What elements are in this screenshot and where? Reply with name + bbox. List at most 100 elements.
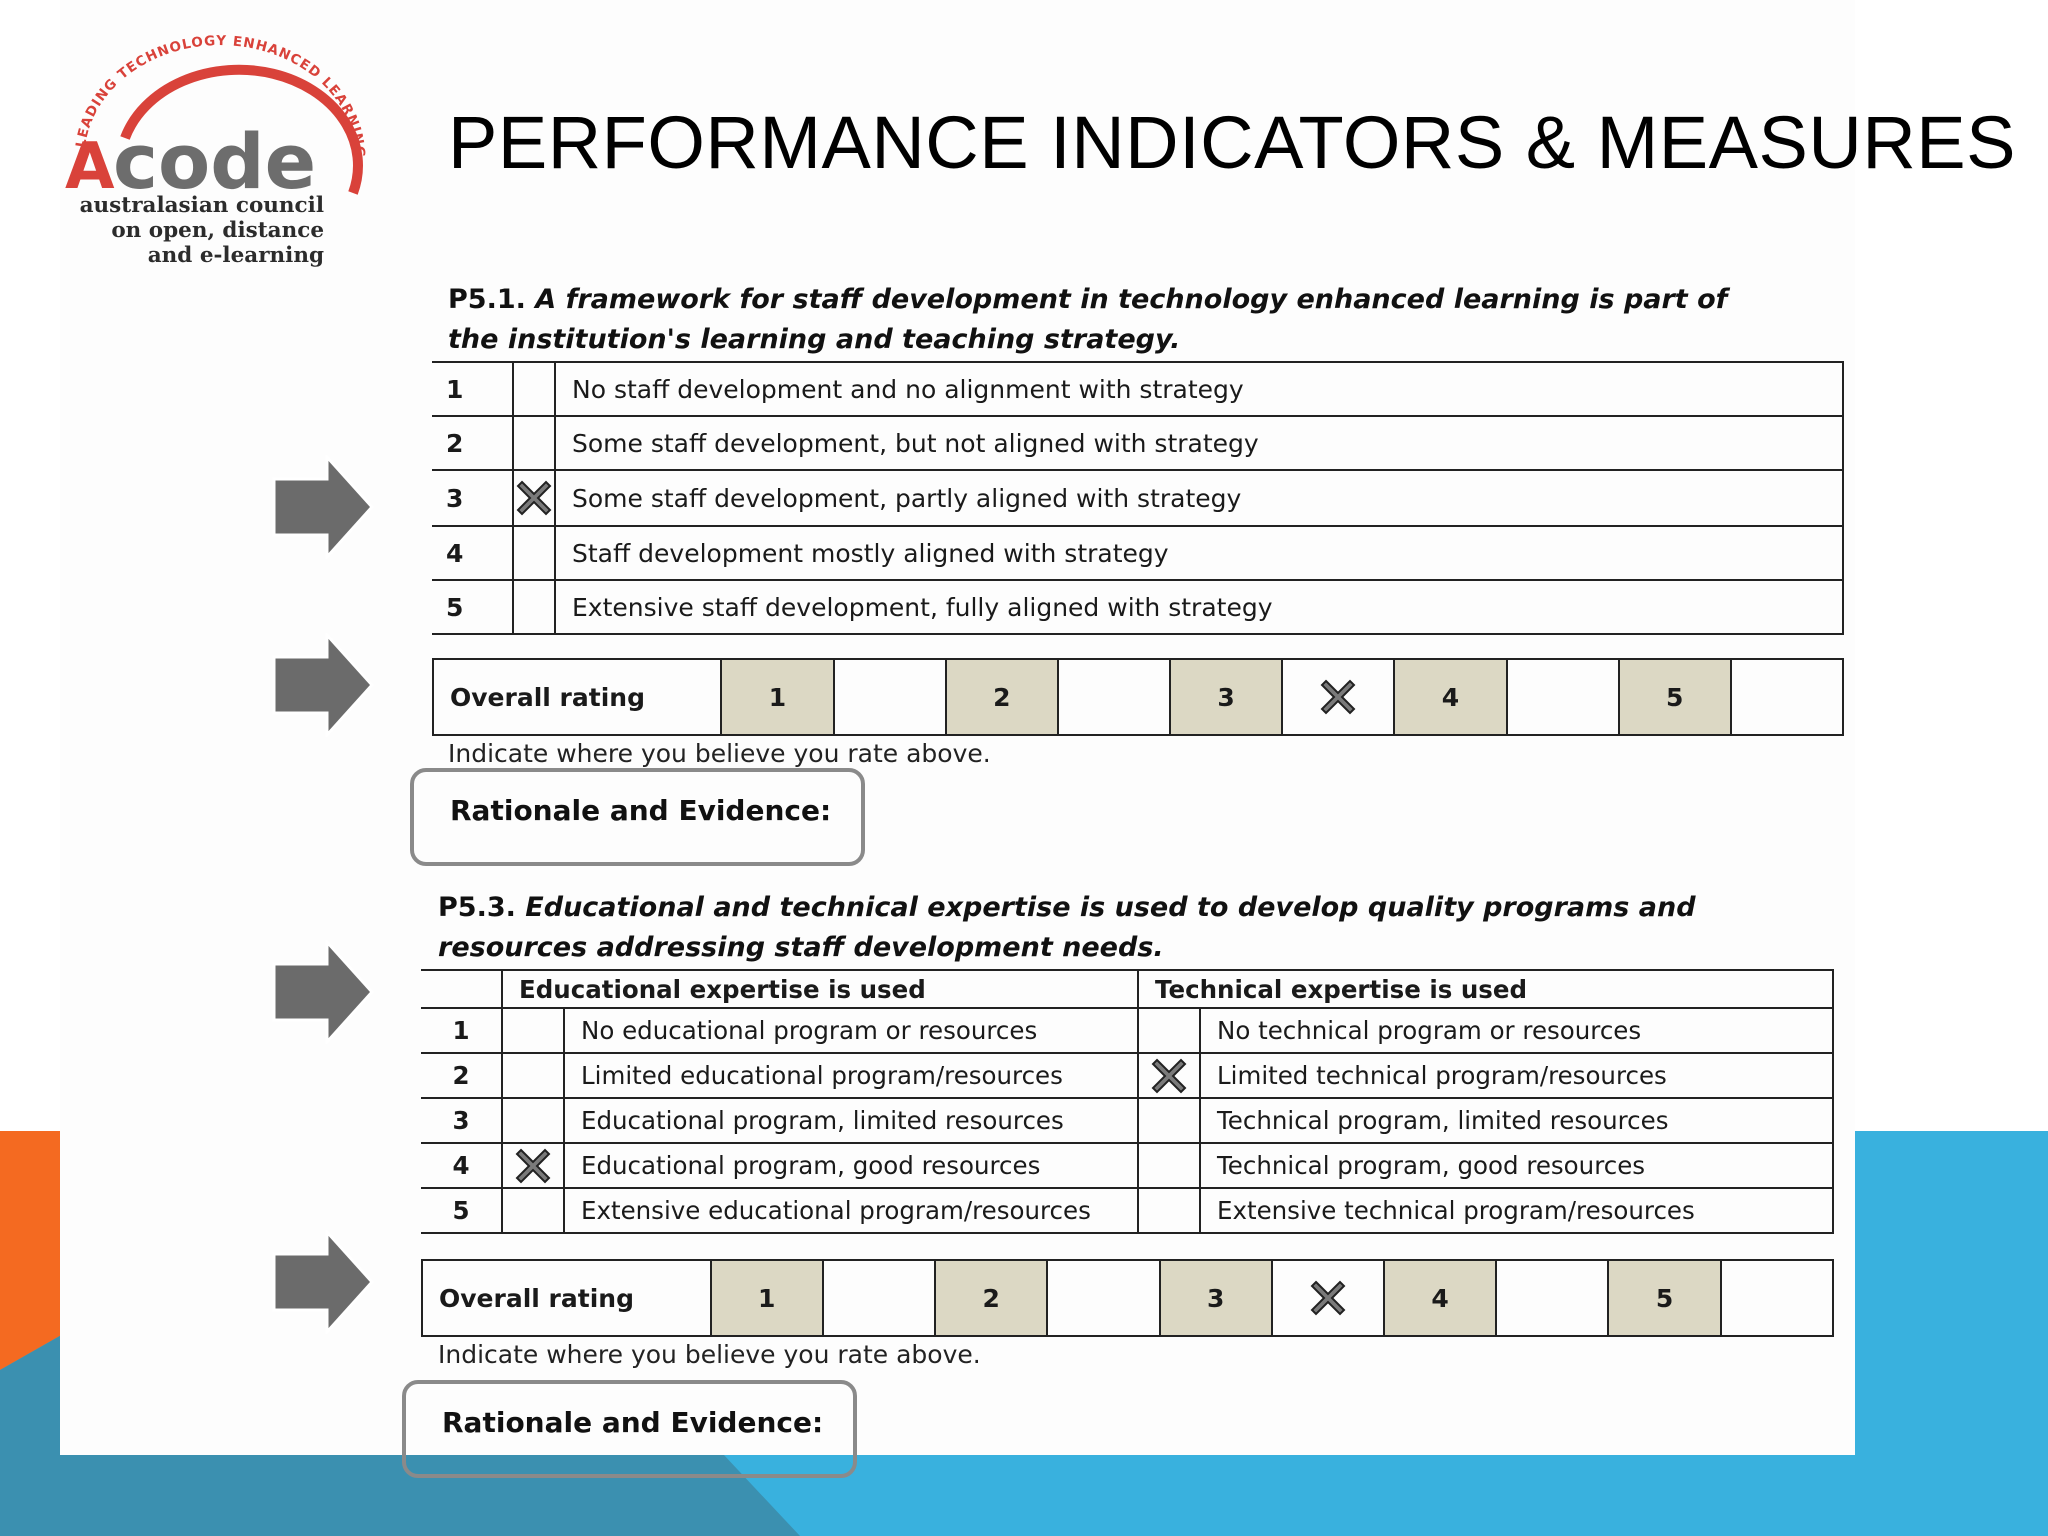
rating-checkbox-3[interactable] xyxy=(1281,658,1396,736)
edu-description: Extensive educational program/resources xyxy=(563,1187,1139,1234)
edu-description: No educational program or resources xyxy=(563,1007,1139,1054)
rating-checkbox-5[interactable] xyxy=(1719,1259,1835,1337)
p51-overall-rating: Overall rating 1 2 3 4 5 xyxy=(431,658,1845,736)
p53-statement-text: Educational and technical expertise is u… xyxy=(438,892,1696,963)
table-row: 5 Extensive educational program/resources… xyxy=(421,1187,1834,1234)
rating-value-4: 4 xyxy=(1383,1259,1498,1337)
p51-code: P5.1. xyxy=(448,284,526,315)
edu-description: Educational program, limited resources xyxy=(563,1097,1139,1144)
rating-value-1: 1 xyxy=(709,1259,824,1337)
tech-description: Limited technical program/resources xyxy=(1199,1052,1834,1099)
edu-description: Educational program, good resources xyxy=(563,1142,1139,1189)
table-row: 4 Staff development mostly aligned with s… xyxy=(432,525,1844,581)
p51-statement-text: A framework for staff development in tec… xyxy=(448,284,1728,355)
pointer-arrow-icon xyxy=(272,940,375,1044)
p51-statement: P5.1. A framework for staff development … xyxy=(448,280,1778,360)
pointer-arrow-icon xyxy=(272,1230,375,1334)
x-mark-icon xyxy=(1151,1058,1187,1093)
pointer-arrow-icon xyxy=(272,633,375,737)
x-mark-icon xyxy=(515,1148,551,1183)
p53-table: Educational expertise is used Technical e… xyxy=(421,969,1834,1234)
tech-description: No technical program or resources xyxy=(1199,1007,1834,1054)
table-row: 1 No educational program or resources No t… xyxy=(421,1007,1834,1054)
overall-rating-label: Overall rating xyxy=(431,658,723,736)
rating-checkbox-4[interactable] xyxy=(1495,1259,1610,1337)
table-row: 5 Extensive staff development, fully alig… xyxy=(432,579,1844,635)
p53-statement: P5.3. Educational and technical expertis… xyxy=(438,888,1768,968)
pointer-arrow-icon xyxy=(272,455,375,559)
rating-value-2: 2 xyxy=(944,658,1059,736)
checkbox-cell[interactable] xyxy=(512,525,556,581)
rating-value-4: 4 xyxy=(1393,658,1508,736)
p53-note: Indicate where you believe you rate abov… xyxy=(438,1340,981,1369)
edu-checkbox-cell[interactable] xyxy=(501,1007,565,1054)
logo-subtitle-line: on open, distance xyxy=(111,218,324,243)
rating-value-2: 2 xyxy=(934,1259,1049,1337)
table-row: 3 Some staff development, partly aligned … xyxy=(432,469,1844,527)
rating-checkbox-4[interactable] xyxy=(1505,658,1620,736)
rating-value-3: 3 xyxy=(1169,658,1284,736)
checkbox-cell[interactable] xyxy=(512,579,556,635)
rating-value-3: 3 xyxy=(1158,1259,1273,1337)
header-educational: Educational expertise is used xyxy=(501,969,1139,1009)
row-number: 5 xyxy=(432,579,514,635)
row-description: Staff development mostly aligned with st… xyxy=(554,525,1844,581)
rating-checkbox-2[interactable] xyxy=(1046,1259,1161,1337)
rating-value-1: 1 xyxy=(720,658,835,736)
rating-value-5: 5 xyxy=(1607,1259,1722,1337)
row-number: 3 xyxy=(421,1097,503,1144)
logo-subtitle-line: australasian council xyxy=(79,193,324,218)
row-number: 3 xyxy=(432,469,514,527)
table-row: 2 Limited educational program/resources Li… xyxy=(421,1052,1834,1099)
tech-checkbox-cell[interactable] xyxy=(1137,1142,1201,1189)
rating-checkbox-5[interactable] xyxy=(1729,658,1845,736)
tech-checkbox-cell[interactable] xyxy=(1137,1187,1201,1234)
checkbox-cell[interactable] xyxy=(512,469,556,527)
row-number: 4 xyxy=(432,525,514,581)
p53-rationale-box[interactable]: Rationale and Evidence: xyxy=(402,1380,857,1478)
x-mark-icon xyxy=(1320,679,1356,715)
acode-logo: LEADING TECHNOLOGY ENHANCED LEARNING AND… xyxy=(55,18,367,206)
edu-checkbox-cell[interactable] xyxy=(501,1052,565,1099)
rating-checkbox-2[interactable] xyxy=(1056,658,1172,736)
row-number: 1 xyxy=(432,361,514,417)
row-number: 4 xyxy=(421,1142,503,1189)
row-description: Some staff development, partly aligned w… xyxy=(554,469,1844,527)
logo-wordmark-a: A xyxy=(65,130,115,204)
row-number: 2 xyxy=(421,1052,503,1099)
edu-checkbox-cell[interactable] xyxy=(501,1187,565,1234)
rating-checkbox-1[interactable] xyxy=(821,1259,937,1337)
table-row: 2 Some staff development, but not aligned… xyxy=(432,415,1844,471)
edu-checkbox-cell[interactable] xyxy=(501,1097,565,1144)
checkbox-cell[interactable] xyxy=(512,361,556,417)
row-description: Extensive staff development, fully align… xyxy=(554,579,1844,635)
edu-checkbox-cell[interactable] xyxy=(501,1142,565,1189)
row-number: 1 xyxy=(421,1007,503,1054)
x-mark-icon xyxy=(516,480,552,516)
row-number: 2 xyxy=(432,415,514,471)
tech-description: Technical program, limited resources xyxy=(1199,1097,1834,1144)
checkbox-cell[interactable] xyxy=(512,415,556,471)
p51-table: 1 No staff development and no alignment w… xyxy=(432,361,1844,635)
rating-checkbox-3[interactable] xyxy=(1270,1259,1386,1337)
tech-checkbox-cell[interactable] xyxy=(1137,1097,1201,1144)
row-description: Some staff development, but not aligned … xyxy=(554,415,1844,471)
tech-description: Extensive technical program/resources xyxy=(1199,1187,1834,1234)
rating-value-5: 5 xyxy=(1617,658,1732,736)
tech-description: Technical program, good resources xyxy=(1199,1142,1834,1189)
tech-checkbox-cell[interactable] xyxy=(1137,1007,1201,1054)
p53-code: P5.3. xyxy=(438,892,516,923)
p51-note: Indicate where you believe you rate abov… xyxy=(448,739,991,768)
tech-checkbox-cell[interactable] xyxy=(1137,1052,1201,1099)
overall-rating-label: Overall rating xyxy=(421,1259,712,1337)
header-spacer xyxy=(421,969,503,1009)
p53-overall-rating: Overall rating 1 2 3 4 5 xyxy=(421,1259,1835,1337)
row-description: No staff development and no alignment wi… xyxy=(554,361,1844,417)
x-mark-icon xyxy=(1310,1280,1346,1316)
rating-checkbox-1[interactable] xyxy=(832,658,947,736)
logo-wordmark-code: code xyxy=(113,117,316,206)
logo-subtitle: australasian council on open, distance a… xyxy=(62,193,324,268)
edu-description: Limited educational program/resources xyxy=(563,1052,1139,1099)
table-row: 1 No staff development and no alignment w… xyxy=(432,361,1844,417)
p51-rationale-box[interactable]: Rationale and Evidence: xyxy=(410,768,865,866)
